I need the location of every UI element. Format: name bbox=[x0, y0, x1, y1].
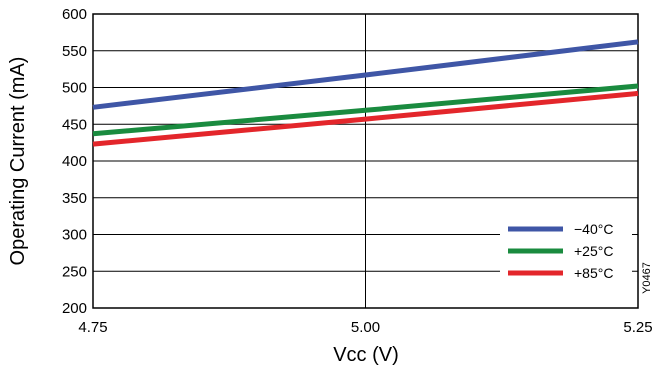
legend: −40°C +25°C +85°C bbox=[508, 221, 613, 281]
x-tick-label: 5.25 bbox=[623, 319, 652, 336]
y-tick-label: 350 bbox=[62, 190, 87, 207]
y-tick-label: 550 bbox=[62, 43, 87, 60]
legend-label: +25°C bbox=[574, 243, 613, 259]
series-lines bbox=[92, 39, 639, 147]
y-tick-label: 450 bbox=[62, 116, 87, 133]
x-tick-label: 4.75 bbox=[78, 319, 107, 336]
x-axis-label: Vcc (V) bbox=[333, 344, 399, 366]
series-line bbox=[92, 39, 639, 110]
y-axis-label: Operating Current (mA) bbox=[7, 57, 29, 266]
y-tick-label: 600 bbox=[62, 6, 87, 23]
x-axis-ticks: 4.75 5.00 5.25 bbox=[78, 319, 652, 336]
series-line bbox=[92, 90, 639, 147]
y-axis-ticks: 200 250 300 350 400 450 500 550 600 bbox=[62, 6, 87, 317]
legend-label: +85°C bbox=[574, 265, 613, 281]
figure-id: Y0467 bbox=[641, 262, 653, 294]
series-line bbox=[92, 83, 639, 137]
legend-label: −40°C bbox=[574, 221, 613, 237]
x-tick-label: 5.00 bbox=[351, 319, 380, 336]
y-tick-label: 250 bbox=[62, 263, 87, 280]
y-tick-label: 200 bbox=[62, 300, 87, 317]
y-tick-label: 300 bbox=[62, 227, 87, 244]
y-tick-label: 500 bbox=[62, 80, 87, 97]
y-tick-label: 400 bbox=[62, 153, 87, 170]
